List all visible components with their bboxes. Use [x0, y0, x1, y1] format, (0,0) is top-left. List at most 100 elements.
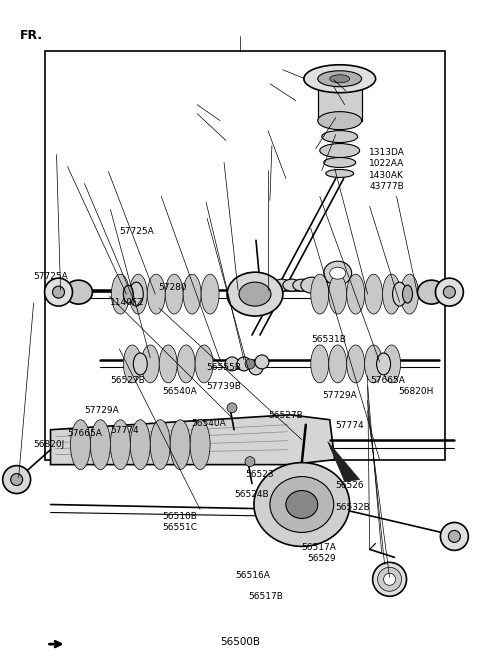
- Ellipse shape: [110, 419, 130, 470]
- Ellipse shape: [377, 353, 391, 375]
- Ellipse shape: [90, 419, 110, 470]
- Circle shape: [441, 522, 468, 551]
- Ellipse shape: [273, 279, 291, 291]
- Ellipse shape: [365, 345, 383, 383]
- Ellipse shape: [190, 419, 210, 470]
- Ellipse shape: [286, 490, 318, 518]
- Circle shape: [255, 355, 269, 369]
- Text: 1022AA: 1022AA: [369, 159, 405, 167]
- Ellipse shape: [329, 345, 347, 383]
- Text: 56524B: 56524B: [234, 490, 269, 499]
- Ellipse shape: [326, 169, 354, 177]
- Text: 57280: 57280: [158, 283, 187, 292]
- Ellipse shape: [311, 345, 329, 383]
- Ellipse shape: [147, 274, 165, 314]
- Circle shape: [378, 567, 402, 591]
- Polygon shape: [328, 442, 360, 482]
- Ellipse shape: [330, 267, 346, 279]
- Ellipse shape: [283, 279, 301, 291]
- Ellipse shape: [170, 419, 190, 470]
- Text: 56820H: 56820H: [398, 387, 433, 396]
- Ellipse shape: [150, 419, 170, 470]
- Text: FR.: FR.: [20, 29, 43, 42]
- Ellipse shape: [123, 345, 141, 383]
- Text: 56527B: 56527B: [269, 411, 303, 420]
- Ellipse shape: [324, 261, 352, 285]
- Text: 57774: 57774: [336, 421, 364, 429]
- Text: 56531B: 56531B: [311, 335, 346, 345]
- Ellipse shape: [111, 274, 129, 314]
- Text: 56555B: 56555B: [206, 363, 241, 373]
- Text: 1313DA: 1313DA: [369, 148, 405, 157]
- Circle shape: [3, 466, 31, 494]
- Text: 56532B: 56532B: [336, 504, 371, 512]
- Ellipse shape: [129, 274, 147, 314]
- Text: 57665A: 57665A: [370, 376, 405, 385]
- Ellipse shape: [330, 75, 350, 83]
- Text: 56517A: 56517A: [301, 543, 336, 553]
- Text: 57725A: 57725A: [120, 227, 154, 236]
- Ellipse shape: [393, 282, 407, 306]
- Ellipse shape: [165, 274, 183, 314]
- Polygon shape: [50, 415, 335, 465]
- Circle shape: [227, 403, 237, 413]
- Ellipse shape: [130, 419, 150, 470]
- Circle shape: [249, 361, 263, 375]
- Ellipse shape: [318, 71, 361, 87]
- Circle shape: [384, 573, 396, 585]
- Ellipse shape: [133, 353, 147, 375]
- Ellipse shape: [195, 345, 213, 383]
- Text: 1430AK: 1430AK: [369, 171, 404, 180]
- Ellipse shape: [141, 345, 159, 383]
- Ellipse shape: [365, 274, 383, 314]
- Text: 56540A: 56540A: [162, 387, 197, 396]
- Text: 56551C: 56551C: [162, 523, 197, 533]
- Ellipse shape: [318, 112, 361, 130]
- Circle shape: [448, 531, 460, 543]
- Text: 57774: 57774: [110, 426, 138, 435]
- Text: 57725A: 57725A: [33, 272, 68, 281]
- Ellipse shape: [183, 274, 201, 314]
- Circle shape: [245, 457, 255, 466]
- Ellipse shape: [301, 277, 323, 293]
- Text: 1140FZ: 1140FZ: [110, 298, 144, 307]
- Ellipse shape: [293, 279, 311, 291]
- Ellipse shape: [347, 274, 365, 314]
- Circle shape: [52, 286, 64, 298]
- Ellipse shape: [239, 282, 271, 306]
- Circle shape: [245, 359, 255, 369]
- Text: 57739B: 57739B: [206, 382, 241, 391]
- Ellipse shape: [227, 272, 283, 316]
- Ellipse shape: [322, 130, 358, 142]
- Ellipse shape: [64, 280, 93, 304]
- Ellipse shape: [71, 419, 90, 470]
- Circle shape: [444, 286, 456, 298]
- Text: 57729A: 57729A: [84, 406, 119, 415]
- Text: 56517B: 56517B: [248, 592, 283, 601]
- Circle shape: [372, 563, 407, 596]
- Text: 56510B: 56510B: [162, 512, 197, 521]
- Ellipse shape: [383, 345, 400, 383]
- Text: 56500B: 56500B: [220, 637, 260, 647]
- Ellipse shape: [201, 274, 219, 314]
- Text: 56526: 56526: [336, 481, 364, 490]
- Ellipse shape: [270, 476, 334, 533]
- Circle shape: [45, 278, 72, 306]
- Circle shape: [225, 357, 239, 371]
- Ellipse shape: [329, 274, 347, 314]
- Text: 56540A: 56540A: [191, 419, 226, 428]
- Ellipse shape: [400, 274, 419, 314]
- Circle shape: [237, 357, 251, 371]
- Text: 43777B: 43777B: [369, 182, 404, 191]
- Ellipse shape: [320, 144, 360, 157]
- Ellipse shape: [123, 285, 133, 303]
- Text: 57665A: 57665A: [68, 429, 103, 438]
- Bar: [318, 79, 361, 120]
- Ellipse shape: [304, 65, 376, 93]
- Bar: [45, 51, 445, 460]
- Circle shape: [435, 278, 463, 306]
- Text: 56529: 56529: [307, 554, 336, 563]
- Ellipse shape: [129, 282, 144, 306]
- Ellipse shape: [324, 157, 356, 167]
- Ellipse shape: [418, 280, 445, 304]
